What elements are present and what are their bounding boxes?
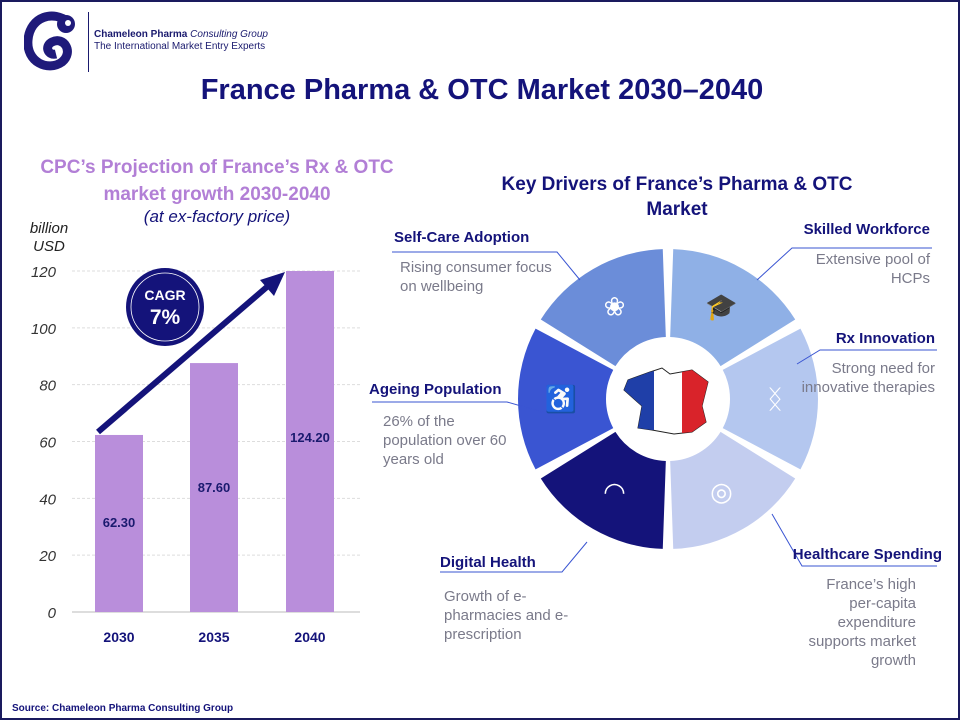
donut-segment [540, 249, 666, 367]
chameleon-logo [24, 11, 75, 71]
x-tick-label: 2030 [103, 629, 134, 645]
dna-icon: ᛝ [767, 384, 783, 414]
bar-2030 [95, 434, 143, 612]
driver-ageing-population: Ageing Population 26% of the population … [369, 381, 519, 469]
flag-blue [624, 371, 654, 430]
cagr-label: CAGR [144, 287, 185, 303]
callout-line [392, 251, 581, 281]
brand-name: Chameleon Pharma [94, 29, 188, 40]
drivers-title: Key Drivers of France’s Pharma & OTC Mar… [501, 174, 853, 220]
donut-segment [722, 328, 819, 470]
wifi-icon: ◠ [603, 477, 626, 507]
bar-2035 [190, 363, 238, 612]
brand-block: Chameleon Pharma Consulting Group The In… [94, 29, 268, 53]
elderly-person-icon: ♿ [545, 384, 577, 414]
y-tick-label: 60 [39, 435, 56, 452]
cagr-badge [126, 268, 204, 346]
x-tick-label: 2040 [294, 629, 325, 645]
donut-segment [518, 328, 614, 470]
data-label: 62.30 [103, 515, 136, 530]
donut-segment [540, 431, 666, 549]
driver-heading: Digital Health [440, 554, 536, 571]
bar-2040 [286, 271, 334, 612]
callout-line [440, 541, 588, 573]
driver-text: Growth of e-pharmacies and e-prescriptio… [444, 588, 569, 643]
driver-heading: Skilled Workforce [803, 221, 930, 238]
brand-name-italic: Consulting Group [190, 29, 268, 40]
driver-heading: Healthcare Spending [792, 546, 942, 563]
driver-text: Strong need for innovative therapies [801, 360, 935, 396]
driver-self-care-adoption: Self-Care Adoption Rising consumer focus… [394, 229, 554, 296]
data-label: 124.20 [290, 430, 330, 445]
cagr-value: 7% [150, 306, 181, 329]
driver-text: France’s high per-capita expenditure sup… [808, 576, 916, 669]
y-tick-label: 0 [48, 605, 57, 622]
driver-skilled-workforce: Skilled Workforce Extensive pool of HCPs [742, 221, 930, 288]
y-tick-label: 80 [39, 378, 56, 395]
driver-text: Extensive pool of HCPs [815, 251, 930, 287]
driver-text: 26% of the population over 60 years old [383, 413, 507, 468]
driver-rx-innovation: Rx Innovation Strong need for innovative… [792, 330, 935, 397]
data-label: 87.60 [198, 480, 231, 495]
callout-line [796, 349, 937, 365]
driver-digital-health: Digital Health Growth of e-pharmacies an… [440, 554, 600, 644]
source-note: Source: Chameleon Pharma Consulting Grou… [12, 703, 234, 714]
chart-title: CPC’s Projection of France’s Rx & OTC ma… [40, 157, 394, 205]
bar-chart: 02040608010012062.30203087.602035124.202… [31, 264, 360, 645]
brand-tagline: The International Market Entry Experts [94, 41, 266, 52]
y-tick-label: 40 [39, 491, 56, 508]
x-tick-label: 2035 [198, 629, 229, 645]
donut-segment [670, 431, 796, 549]
driver-text: Rising consumer focus on wellbeing [400, 259, 552, 295]
lotus-icon: ❀ [604, 291, 626, 321]
flag-red [682, 370, 708, 433]
y-tick-label: 20 [38, 548, 56, 565]
cagr-badge-ring [130, 272, 200, 342]
callout-line [771, 513, 937, 567]
callout-line [756, 247, 932, 281]
arrow-head [260, 272, 285, 296]
driver-heading: Rx Innovation [835, 330, 935, 347]
driver-heading: Self-Care Adoption [394, 229, 530, 246]
y-axis-label: billion USD [29, 220, 69, 255]
chart-subtitle: (at ex-factory price) [143, 207, 291, 226]
driver-healthcare-spending: Healthcare Spending France’s high per-ca… [772, 546, 942, 670]
coins-icon: ◎ [710, 477, 733, 507]
driver-heading: Ageing Population [369, 381, 502, 398]
growth-arrow [96, 283, 270, 435]
page-title: France Pharma & OTC Market 2030–2040 [200, 74, 764, 106]
y-tick-label: 120 [31, 264, 57, 281]
graduation-cap-icon: 🎓 [705, 291, 737, 321]
y-tick-label: 100 [31, 321, 57, 338]
logo-divider [88, 12, 89, 72]
donut-segment [670, 249, 796, 367]
callout-line [372, 401, 543, 413]
